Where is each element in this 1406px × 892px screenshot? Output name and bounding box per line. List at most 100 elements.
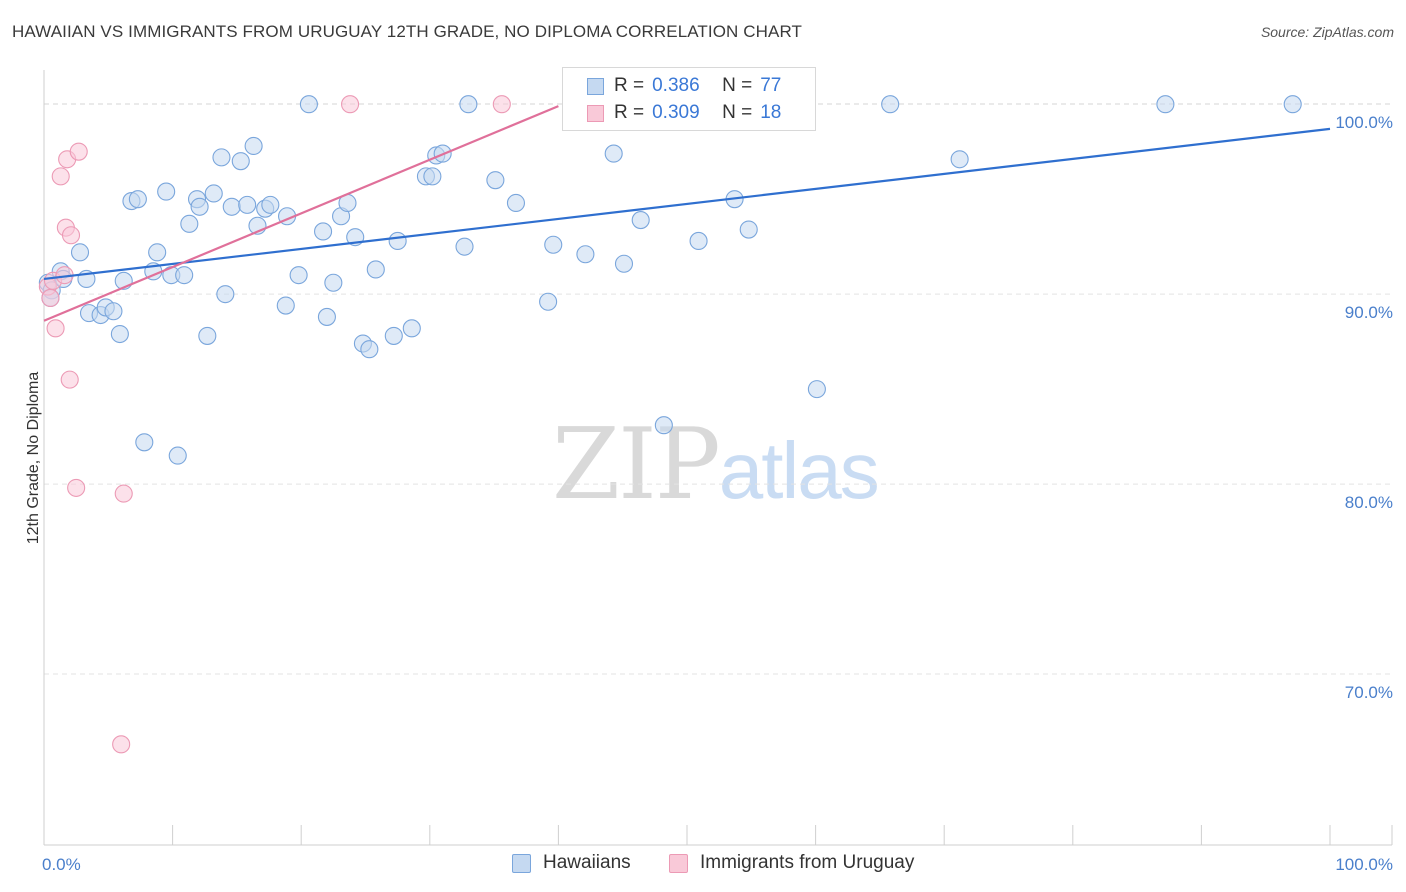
hawaiian-point	[384, 326, 403, 345]
trend-lines	[43, 105, 1331, 322]
hawaiian-point	[314, 222, 333, 241]
hawaiian-point	[231, 152, 250, 171]
hawaiian-point	[148, 243, 167, 262]
uruguay-point	[41, 288, 60, 307]
hawaiian-point	[289, 266, 308, 285]
hawaiian-point	[1283, 95, 1302, 114]
legend-r-value: 0.386	[652, 75, 700, 96]
hawaiian-point	[739, 220, 758, 239]
x-tick-label: 0.0%	[42, 855, 81, 874]
hawaiian-point	[299, 95, 318, 114]
hawaiian-point	[366, 260, 385, 279]
uruguay-point	[492, 95, 511, 114]
legend-r-label: R =	[614, 102, 645, 123]
watermark: ZIPatlas	[552, 408, 880, 522]
y-tick-label: 80.0%	[1345, 493, 1393, 512]
axes	[43, 70, 1393, 846]
hawaiian-point	[180, 214, 199, 233]
legend-r-value: 0.309	[652, 102, 700, 123]
hawaiian-point	[198, 326, 217, 345]
hawaiian-point	[654, 416, 673, 435]
legend-swatch-hawaiians	[512, 853, 531, 873]
hawaiian-point	[190, 197, 209, 216]
hawaiian-point	[135, 433, 154, 452]
hawaiian-point	[212, 148, 231, 167]
legend-swatch-pink	[587, 104, 604, 122]
watermark-zip: ZIP	[552, 408, 721, 522]
hawaiian-point	[317, 307, 336, 326]
hawaiian-point	[689, 231, 708, 251]
hawaiian-point	[402, 319, 421, 338]
hawaiian-point	[360, 340, 379, 359]
hawaiian-point	[128, 190, 147, 209]
hawaiian-point	[388, 231, 407, 251]
legend-item-hawaiians[interactable]: Hawaiians	[512, 852, 631, 874]
x-tick-label: 100.0%	[1335, 855, 1393, 874]
hawaiian-point	[70, 243, 90, 262]
y-tick-label: 100.0%	[1335, 113, 1393, 132]
hawaiian-point	[455, 237, 474, 256]
hawaiian-point	[614, 254, 634, 273]
legend-r-label: R =	[614, 75, 645, 96]
source-credit: Source: ZipAtlas.com	[1260, 24, 1394, 40]
hawaiian-point	[459, 95, 478, 114]
hawaiian-point	[1156, 95, 1175, 114]
y-axis-label: 12th Grade, No Diploma	[25, 372, 42, 545]
legend-n-label: N =	[722, 102, 753, 123]
uruguay-point	[112, 735, 131, 754]
y-tick-label: 70.0%	[1345, 683, 1393, 702]
hawaiian-point	[244, 136, 263, 156]
series-legend: Hawaiians Immigrants from Uruguay	[0, 852, 1406, 876]
hawaiian-point	[104, 302, 123, 321]
hawaiian-trend-line	[43, 127, 1331, 281]
hawaiian-point	[544, 235, 563, 254]
legend-n-label: N =	[722, 75, 753, 96]
legend-swatch-uruguay	[669, 853, 688, 873]
uruguay-point	[46, 319, 65, 338]
legend-label-uruguay: Immigrants from Uruguay	[700, 852, 915, 873]
hawaiian-point	[168, 446, 187, 465]
uruguay-point	[341, 95, 360, 114]
hawaiian-point	[157, 182, 176, 201]
legend-n-value: 18	[760, 102, 782, 123]
legend-row-hawaiians: R = 0.386 N = 77	[587, 74, 781, 98]
hawaiian-point	[204, 184, 223, 203]
hawaiian-point	[238, 195, 257, 214]
hawaiian-point	[324, 273, 343, 292]
hawaiian-point	[631, 211, 650, 230]
hawaiian-point	[506, 193, 526, 213]
hawaiian-point	[276, 296, 295, 315]
uruguay-point	[114, 484, 133, 503]
hawaiian-point	[576, 245, 595, 264]
hawaiian-point	[261, 195, 280, 214]
hawaiian-point	[950, 150, 969, 169]
uruguay-point	[60, 370, 79, 389]
gridlines	[44, 103, 1392, 675]
stats-legend: R = 0.386 N = 77 R = 0.309 N = 18	[562, 67, 816, 131]
y-tick-label: 90.0%	[1345, 303, 1393, 322]
hawaiian-point	[539, 292, 558, 311]
uruguay-trend-line	[43, 105, 559, 322]
tick-labels: 100.0% 90.0% 80.0% 70.0% 0.0% 100.0%	[42, 113, 1393, 874]
uruguay-point	[67, 478, 86, 497]
hawaiian-point	[216, 285, 235, 304]
hawaiian-point	[604, 144, 623, 163]
legend-swatch-blue	[587, 77, 604, 95]
hawaiian-point	[175, 266, 194, 285]
uruguay-point	[69, 142, 88, 161]
legend-label-hawaiians: Hawaiians	[543, 852, 631, 873]
data-points	[38, 95, 1302, 754]
hawaiian-point	[110, 324, 129, 344]
hawaiian-point	[807, 380, 826, 399]
hawaiian-point	[423, 167, 442, 186]
uruguay-point	[51, 167, 70, 186]
hawaiian-point	[222, 197, 241, 216]
hawaiian-point	[881, 95, 900, 114]
legend-row-uruguay: R = 0.309 N = 18	[587, 101, 781, 125]
hawaiian-point	[486, 171, 505, 190]
legend-n-value: 77	[760, 75, 782, 96]
legend-item-uruguay[interactable]: Immigrants from Uruguay	[669, 852, 914, 874]
watermark-atlas: atlas	[718, 426, 880, 515]
uruguay-point	[61, 226, 81, 245]
